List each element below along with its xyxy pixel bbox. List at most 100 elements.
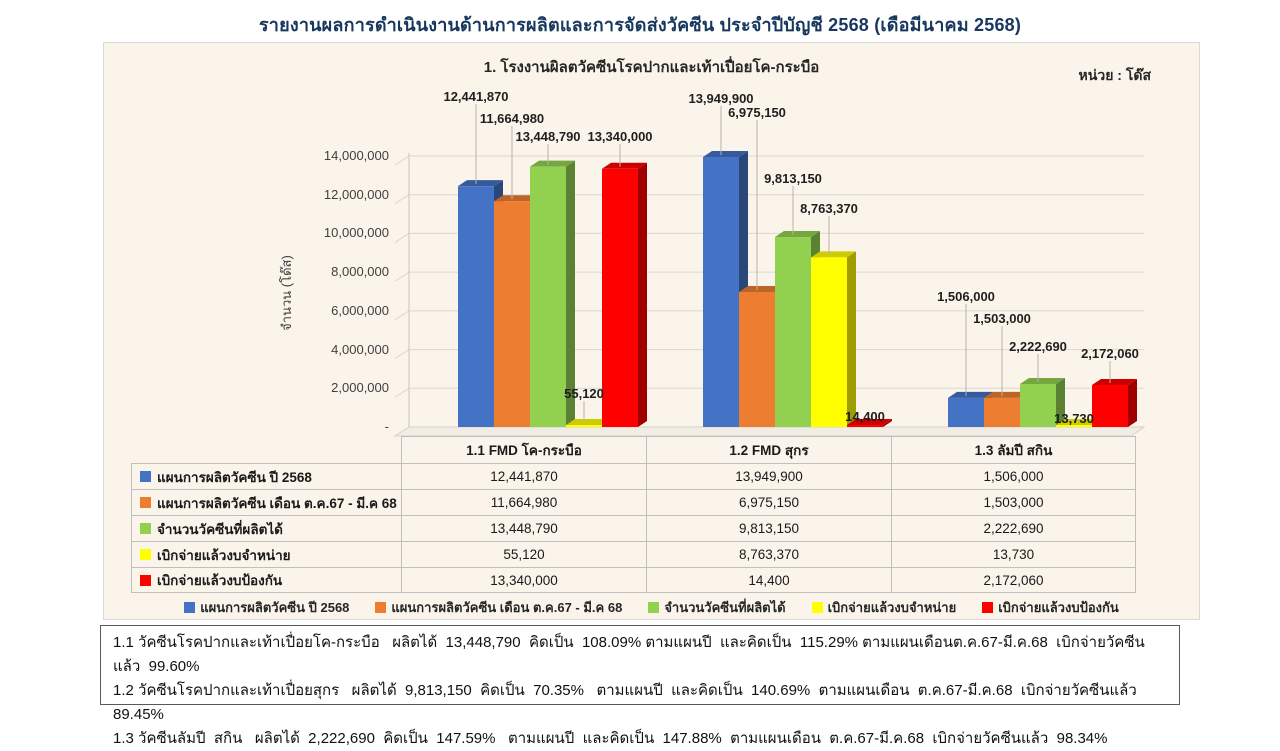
bar-data-label: 11,664,980 [479, 111, 545, 126]
y-tick-label: - [384, 419, 389, 434]
table-column-header: 1.1 FMD โค-กระบือ [401, 436, 646, 463]
table-value-cell: 14,400 [646, 567, 891, 593]
table-value-cell: 2,222,690 [891, 515, 1136, 541]
table-value-cell: 13,949,900 [646, 463, 891, 489]
series-color-swatch [140, 523, 151, 534]
bar [948, 397, 984, 427]
legend-label: เบิกจ่ายแล้วงบป้องกัน [998, 600, 1119, 615]
bar-data-label: 55,120 [564, 386, 604, 401]
bar-data-label: 9,813,150 [764, 171, 822, 186]
gridline [394, 155, 1144, 166]
bar-top-face [948, 391, 993, 398]
series-name: แผนการผลิตวัคซีน ปี 2568 [157, 469, 312, 485]
bar-top-face [984, 391, 1029, 398]
legend-color-swatch [982, 602, 994, 613]
legend-color-swatch [648, 602, 660, 613]
bar [530, 166, 566, 427]
table-column-header: 1.2 FMD สุกร [646, 436, 891, 463]
table-value-cell: 9,813,150 [646, 515, 891, 541]
table-value-cell: 8,763,370 [646, 541, 891, 567]
table-value-cell: 2,172,060 [891, 567, 1136, 593]
bar-top-face [458, 180, 503, 187]
legend-label: แผนการผลิตวัคซีน เดือน ต.ค.67 - มี.ค 68 [391, 600, 623, 615]
bar [775, 237, 811, 427]
table-value-cell: 6,975,150 [646, 489, 891, 515]
unit-label: หน่วย : โด๊ส [1078, 67, 1151, 83]
y-tick-label: 14,000,000 [323, 148, 389, 163]
table-value-cell: 13,340,000 [401, 567, 646, 593]
bar-top-face [1020, 377, 1065, 384]
series-name: จำนวนวัคซีนที่ผลิตได้ [157, 521, 283, 537]
bar-top-face [847, 419, 892, 425]
bar-top-face [494, 195, 539, 202]
legend-label: เบิกจ่ายแล้วงบจำหน่าย [827, 600, 957, 615]
y-tick-label: 8,000,000 [331, 264, 389, 280]
legend-item: เบิกจ่ายแล้วงบป้องกัน [982, 597, 1119, 618]
table-value-cell: 1,503,000 [891, 489, 1136, 515]
bar-data-label: 13,730 [1054, 411, 1094, 426]
summary-note-box: 1.1 วัคซีนโรคปากและเท้าเปื่อยโค-กระบือ ผ… [100, 625, 1180, 747]
bar-data-label: 13,949,900 [688, 91, 754, 106]
bar-top-face [1092, 378, 1137, 385]
bar-side-face [566, 160, 575, 427]
bar-side-face [638, 162, 647, 428]
plot-floor [393, 426, 1146, 437]
bar [984, 397, 1020, 427]
bar [566, 425, 602, 427]
table-value-cell: 1,506,000 [891, 463, 1136, 489]
legend-color-swatch [811, 602, 823, 613]
legend-item: แผนการผลิตวัคซีน ปี 2568 [184, 597, 349, 618]
bar [602, 168, 638, 428]
series-name: เบิกจ่ายแล้วงบป้องกัน [157, 573, 283, 588]
bar [847, 425, 883, 427]
bar-side-face [1128, 378, 1137, 427]
bar-data-label: 12,441,870 [443, 89, 509, 104]
note-line: 1.3 วัคซีนลัมปี สกิน ผลิตได้ 2,222,690 ค… [113, 730, 1108, 747]
table-value-cell: 55,120 [401, 541, 646, 567]
bar-data-label: 8,763,370 [800, 201, 858, 216]
bar [1056, 425, 1092, 427]
bar-data-label: 6,975,150 [728, 105, 786, 120]
bar [458, 186, 494, 427]
series-color-swatch [140, 574, 151, 586]
legend-item: จำนวนวัคซีนที่ผลิตได้ [648, 597, 786, 618]
series-name: เบิกจ่ายแล้วงบจำหน่าย [157, 547, 291, 563]
bar-data-label: 14,400 [845, 409, 885, 424]
bar [703, 156, 739, 427]
bar-side-face [847, 251, 856, 427]
table-row-label: จำนวนวัคซีนที่ผลิตได้ [131, 515, 401, 541]
bar-top-face [566, 419, 611, 425]
bar-top-face [739, 285, 784, 292]
legend-color-swatch [375, 602, 387, 613]
table-row-label: แผนการผลิตวัคซีน ปี 2568 [131, 463, 401, 489]
bar-chart-plot [393, 104, 1146, 437]
bar-data-label: 1,503,000 [973, 311, 1031, 326]
data-table: 1.1 FMD โค-กระบือ 1.2 FMD สุกร 1.3 ลัมปี ส… [131, 436, 1136, 593]
bar-data-label: 2,172,060 [1081, 346, 1139, 361]
bar-top-face [703, 150, 748, 157]
series-color-swatch [140, 497, 151, 508]
note-line: 1.1 วัคซีนโรคปากและเท้าเปื่อยโค-กระบือ ผ… [113, 634, 1145, 675]
bar [494, 201, 530, 427]
table-row-label: แผนการผลิตวัคซีน เดือน ต.ค.67 - มี.ค 68 [131, 489, 401, 515]
table-row-label: เบิกจ่ายแล้วงบป้องกัน [131, 567, 401, 593]
table-value-cell: 13,730 [891, 541, 1136, 567]
y-tick-label: 10,000,000 [323, 225, 389, 241]
series-name: แผนการผลิตวัคซีน เดือน ต.ค.67 - มี.ค 68 [157, 495, 397, 511]
bar-top-face [602, 162, 647, 169]
legend-item: เบิกจ่ายแล้วงบจำหน่าย [811, 597, 957, 618]
chart-panel: 1. โรงงานผิลตวัคซีนโรคปากและเท้าเปื่อยโค… [103, 42, 1200, 620]
bar-top-face [811, 251, 856, 258]
chart-title: 1. โรงงานผิลตวัคซีนโรคปากและเท้าเปื่อยโค… [483, 59, 820, 76]
bar [1092, 384, 1128, 427]
page-title: รายงานผลการดำเนินงานด้านการผลิตและการจัด… [258, 15, 1022, 35]
table-column-header: 1.3 ลัมปี สกิน [891, 436, 1136, 463]
bar-data-label: 2,222,690 [1009, 339, 1067, 354]
legend-color-swatch [184, 602, 196, 613]
legend-item: แผนการผลิตวัคซีน เดือน ต.ค.67 - มี.ค 68 [375, 597, 622, 618]
chart-legend: แผนการผลิตวัคซีน ปี 2568 แผนการผลิตวัคซีน… [104, 597, 1199, 618]
table-value-cell: 11,664,980 [401, 489, 646, 515]
table-value-cell: 13,448,790 [401, 515, 646, 541]
table-value-cell: 12,441,870 [401, 463, 646, 489]
note-line: 1.2 วัคซีนโรคปากและเท้าเปื่อยสุกร ผลิตได… [113, 682, 1146, 723]
